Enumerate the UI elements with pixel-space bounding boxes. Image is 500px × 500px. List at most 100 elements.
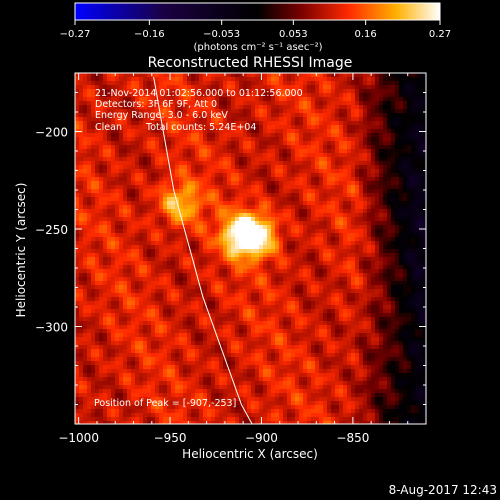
heatmap-pixel [179, 301, 184, 306]
heatmap-pixel [147, 165, 152, 170]
heatmap-pixel [179, 341, 184, 346]
heatmap-pixel [271, 185, 276, 190]
heatmap-pixel [291, 301, 296, 306]
heatmap-pixel [207, 421, 212, 424]
heatmap-pixel [231, 125, 236, 130]
heatmap-pixel [255, 121, 260, 126]
heatmap-pixel [175, 105, 180, 110]
heatmap-pixel [215, 129, 220, 134]
heatmap-pixel [143, 213, 148, 218]
heatmap-pixel [251, 393, 256, 398]
heatmap-pixel [167, 201, 172, 206]
heatmap-pixel [135, 281, 140, 286]
heatmap-pixel [255, 133, 260, 138]
heatmap-pixel [231, 221, 236, 226]
heatmap-pixel [195, 81, 200, 86]
heatmap-pixel [107, 305, 112, 310]
heatmap-pixel [203, 377, 208, 382]
heatmap-pixel [75, 121, 80, 126]
heatmap-pixel [163, 133, 168, 138]
heatmap-pixel [187, 341, 192, 346]
heatmap-pixel [131, 377, 136, 382]
heatmap-pixel [179, 261, 184, 266]
heatmap-pixel [79, 161, 84, 166]
heatmap-pixel [167, 385, 172, 390]
heatmap-pixel [83, 381, 88, 386]
heatmap-pixel [83, 141, 88, 146]
heatmap-pixel [263, 105, 268, 110]
heatmap-pixel [239, 201, 244, 206]
heatmap-pixel [207, 353, 212, 358]
heatmap-pixel [263, 281, 268, 286]
heatmap-pixel [187, 169, 192, 174]
heatmap-pixel [291, 397, 296, 402]
heatmap-pixel [219, 205, 224, 210]
heatmap-pixel [95, 213, 100, 218]
heatmap-pixel [299, 129, 304, 134]
heatmap-pixel [283, 169, 288, 174]
heatmap-pixel [107, 309, 112, 314]
heatmap-pixel [243, 201, 248, 206]
heatmap-pixel [155, 257, 160, 262]
heatmap-pixel [135, 333, 140, 338]
heatmap-pixel [151, 257, 156, 262]
heatmap-pixel [215, 133, 220, 138]
heatmap-pixel [107, 401, 112, 406]
heatmap-pixel [183, 277, 188, 282]
heatmap-pixel [231, 205, 236, 210]
heatmap-pixel [255, 329, 260, 334]
heatmap-pixel [247, 409, 252, 414]
heatmap-pixel [299, 249, 304, 254]
heatmap-pixel [279, 365, 284, 370]
heatmap-pixel [175, 233, 180, 238]
heatmap-pixel [259, 261, 264, 266]
heatmap-pixel [251, 97, 256, 102]
heatmap-pixel [147, 101, 152, 106]
heatmap-pixel [107, 109, 112, 114]
heatmap-pixel [247, 101, 252, 106]
heatmap-pixel [115, 89, 120, 94]
heatmap-pixel [167, 357, 172, 362]
heatmap-pixel [283, 293, 288, 298]
heatmap-pixel [103, 325, 108, 330]
heatmap-pixel [199, 113, 204, 118]
heatmap-pixel [159, 193, 164, 198]
heatmap-pixel [111, 353, 116, 358]
heatmap-pixel [75, 337, 80, 342]
heatmap-pixel [151, 213, 156, 218]
heatmap-pixel [211, 241, 216, 246]
heatmap-pixel [195, 249, 200, 254]
heatmap-pixel [107, 293, 112, 298]
heatmap-pixel [247, 285, 252, 290]
heatmap-pixel [275, 409, 280, 414]
heatmap-pixel [91, 221, 96, 226]
heatmap-pixel [95, 225, 100, 230]
heatmap-pixel [83, 349, 88, 354]
heatmap-pixel [247, 401, 252, 406]
heatmap-pixel [119, 361, 124, 366]
heatmap-pixel [159, 417, 164, 422]
heatmap-pixel [143, 205, 148, 210]
heatmap-pixel [87, 281, 92, 286]
heatmap-pixel [171, 269, 176, 274]
heatmap-pixel [79, 77, 84, 82]
heatmap-pixel [203, 297, 208, 302]
heatmap-pixel [299, 197, 304, 202]
heatmap-pixel [135, 345, 140, 350]
heatmap-pixel [127, 117, 132, 122]
heatmap-pixel [107, 337, 112, 342]
heatmap-pixel [147, 201, 152, 206]
heatmap-pixel [203, 145, 208, 150]
heatmap-pixel [147, 197, 152, 202]
heatmap-pixel [123, 277, 128, 282]
heatmap-pixel [79, 205, 84, 210]
heatmap-pixel [111, 385, 116, 390]
heatmap-pixel [147, 77, 152, 82]
heatmap-pixel [191, 417, 196, 422]
heatmap-pixel [143, 365, 148, 370]
heatmap-pixel [263, 277, 268, 282]
heatmap-pixel [107, 121, 112, 126]
heatmap-pixel [191, 117, 196, 122]
heatmap-pixel [291, 345, 296, 350]
heatmap-pixel [179, 213, 184, 218]
